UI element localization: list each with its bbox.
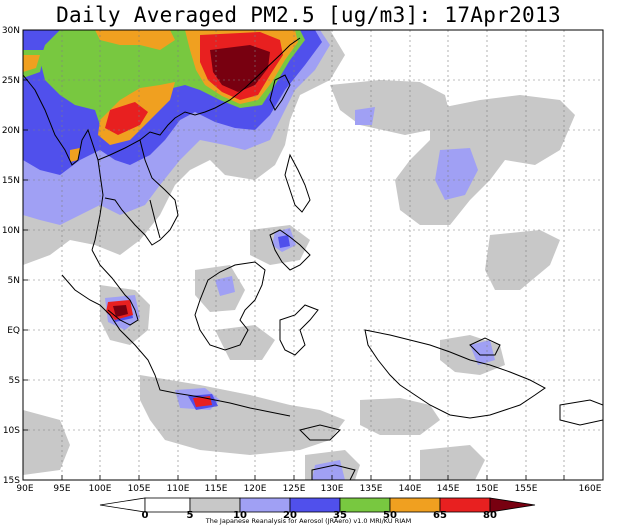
latitude-labels: 30N 25N 20N 15N 10N 5N EQ 5S 10S 15S <box>2 26 20 486</box>
lat-label: 15N <box>2 176 20 186</box>
colorbar-segment <box>99 497 146 513</box>
lon-label: 95E <box>53 484 70 494</box>
lat-label: 5S <box>9 376 21 386</box>
colorbar-segment <box>144 497 191 513</box>
colorbar-label: 5 <box>187 510 194 521</box>
lon-label: 135E <box>360 484 383 494</box>
lat-label: 5N <box>8 276 20 286</box>
lon-label: 110E <box>167 484 190 494</box>
lat-label: 10S <box>3 426 20 436</box>
map-frame <box>22 29 604 481</box>
lat-label: EQ <box>7 326 20 336</box>
lon-label: 100E <box>89 484 112 494</box>
lat-label: 10N <box>2 226 20 236</box>
colorbar-labels: 0 5 10 20 35 50 65 80 <box>142 510 497 521</box>
lat-label: 20N <box>2 126 20 136</box>
graticule <box>23 30 603 480</box>
lon-label: 125E <box>283 484 306 494</box>
lon-label: 145E <box>437 484 460 494</box>
colorbar-label: 0 <box>142 510 149 521</box>
lon-label: 155E <box>515 484 538 494</box>
colorbar-label: 20 <box>283 510 297 521</box>
colorbar-label: 50 <box>383 510 397 521</box>
lon-label: 120E <box>244 484 267 494</box>
colorbar-label: 10 <box>233 510 247 521</box>
lat-label: 30N <box>2 26 20 36</box>
lon-label: 160E <box>579 484 602 494</box>
map-title: Daily Averaged PM2.5 [ug/m3]: 17Apr2013 <box>56 3 561 27</box>
longitude-labels: 90E 95E 100E 105E 110E 115E 120E 125E 13… <box>16 484 601 494</box>
lon-label: 90E <box>16 484 33 494</box>
lat-label: 25N <box>2 76 20 86</box>
lat-label: 15S <box>3 476 20 486</box>
tick-marks <box>23 29 565 480</box>
lon-label: 140E <box>399 484 422 494</box>
colorbar-label: 35 <box>333 510 347 521</box>
lon-label: 115E <box>205 484 228 494</box>
coastlines <box>23 37 603 480</box>
lon-label: 105E <box>128 484 151 494</box>
colorbar-segment <box>489 497 536 513</box>
concentration-field <box>23 30 575 480</box>
colorbar <box>99 497 536 513</box>
colorbar-label: 80 <box>483 510 497 521</box>
lon-label: 150E <box>476 484 499 494</box>
lon-label: 130E <box>321 484 344 494</box>
data-credit: The Japanese Reanalysis for Aerosol (JRA… <box>205 517 412 525</box>
colorbar-label: 65 <box>433 510 447 521</box>
